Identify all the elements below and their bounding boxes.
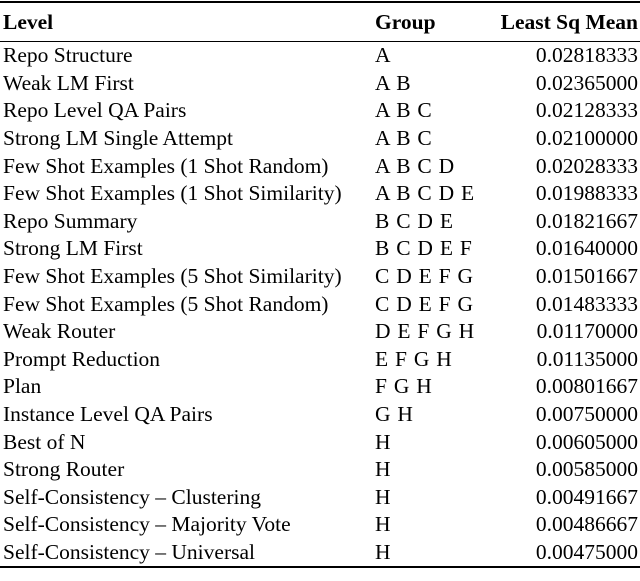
table-row: Repo Structure A 0.02818333: [0, 42, 640, 70]
table-row: Few Shot Examples (1 Shot Random) A B C …: [0, 152, 640, 180]
table-row: Prompt Reduction E F G H 0.01135000: [0, 346, 640, 374]
cell-least-sq-mean: 0.01483333: [535, 291, 638, 316]
cell-group: F G H: [375, 374, 432, 399]
cell-group: H: [375, 457, 391, 482]
cell-level: Instance Level QA Pairs: [3, 402, 213, 427]
cell-least-sq-mean: 0.02818333: [535, 43, 638, 68]
header-row: Level Group Least Sq Mean: [0, 2, 640, 42]
cell-least-sq-mean: 0.01821667: [535, 208, 638, 233]
table-row: Weak LM First A B 0.02365000: [0, 70, 640, 98]
table-row: Self-Consistency – Clustering H 0.004916…: [0, 484, 640, 512]
paper-table-figure: Level Group Least Sq Mean Repo Structure…: [0, 1, 640, 569]
header-group: Group: [375, 9, 436, 34]
table-row: Strong LM Single Attempt A B C 0.0210000…: [0, 125, 640, 153]
table-row: Repo Level QA Pairs A B C 0.02128333: [0, 97, 640, 125]
cell-least-sq-mean: 0.02365000: [535, 70, 638, 95]
cell-group: E F G H: [375, 346, 452, 371]
table-row: Weak Router D E F G H 0.01170000: [0, 318, 640, 346]
table-row: Strong LM First B C D E F 0.01640000: [0, 235, 640, 263]
cell-least-sq-mean: 0.01135000: [536, 346, 638, 371]
cell-least-sq-mean: 0.01170000: [536, 319, 638, 344]
table-body: Repo Structure A 0.02818333 Weak LM Firs…: [0, 42, 640, 568]
cell-level: Few Shot Examples (5 Shot Similarity): [3, 264, 342, 289]
cell-group: A B: [375, 70, 411, 95]
cell-level: Repo Level QA Pairs: [3, 98, 187, 123]
cell-least-sq-mean: 0.01501667: [535, 264, 638, 289]
cell-level: Prompt Reduction: [3, 346, 161, 371]
table-row: Few Shot Examples (5 Shot Similarity) C …: [0, 263, 640, 291]
cell-group: C D E F G: [375, 291, 473, 316]
cell-group: A B C: [375, 98, 432, 123]
cell-group: A: [375, 43, 391, 68]
cell-group: A B C: [375, 126, 432, 151]
cell-group: A B C D: [375, 153, 455, 178]
cell-level: Few Shot Examples (1 Shot Similarity): [3, 181, 342, 206]
cell-group: H: [375, 429, 391, 454]
cell-least-sq-mean: 0.00605000: [535, 429, 638, 454]
cell-least-sq-mean: 0.00475000: [535, 539, 638, 564]
cell-level: Self-Consistency – Clustering: [3, 484, 261, 509]
cell-group: B C D E F: [375, 236, 472, 261]
cell-level: Few Shot Examples (5 Shot Random): [3, 291, 329, 316]
cell-level: Weak LM First: [3, 70, 134, 95]
cell-level: Strong LM First: [3, 236, 143, 261]
header-least-sq-mean: Least Sq Mean: [500, 9, 638, 34]
cell-group: H: [375, 539, 391, 564]
cell-level: Few Shot Examples (1 Shot Random): [3, 153, 329, 178]
cell-least-sq-mean: 0.00491667: [535, 484, 638, 509]
header-level: Level: [3, 9, 54, 34]
cell-level: Self-Consistency – Majority Vote: [3, 512, 291, 537]
cell-level: Repo Structure: [3, 43, 133, 68]
table-row: Instance Level QA Pairs G H 0.00750000: [0, 401, 640, 429]
least-sq-mean-table: Level Group Least Sq Mean Repo Structure…: [0, 1, 640, 569]
cell-group: H: [375, 484, 391, 509]
table-row: Self-Consistency – Universal H 0.0047500…: [0, 539, 640, 568]
cell-least-sq-mean: 0.00750000: [535, 402, 638, 427]
cell-least-sq-mean: 0.00585000: [535, 457, 638, 482]
table-row: Best of N H 0.00605000: [0, 428, 640, 456]
cell-group: G H: [375, 402, 413, 427]
cell-group: H: [375, 512, 391, 537]
cell-least-sq-mean: 0.01988333: [535, 181, 638, 206]
cell-level: Strong LM Single Attempt: [3, 126, 233, 151]
cell-level: Self-Consistency – Universal: [3, 539, 255, 564]
cell-level: Weak Router: [3, 319, 116, 344]
table-row: Repo Summary B C D E 0.01821667: [0, 208, 640, 236]
cell-level: Repo Summary: [3, 208, 138, 233]
table-row: Self-Consistency – Majority Vote H 0.004…: [0, 511, 640, 539]
cell-least-sq-mean: 0.00486667: [535, 512, 638, 537]
cell-level: Plan: [3, 374, 42, 399]
table-row: Strong Router H 0.00585000: [0, 456, 640, 484]
table-row: Few Shot Examples (5 Shot Random) C D E …: [0, 290, 640, 318]
cell-level: Strong Router: [3, 457, 125, 482]
cell-group: A B C D E: [375, 181, 475, 206]
cell-least-sq-mean: 0.01640000: [535, 236, 638, 261]
table-row: Few Shot Examples (1 Shot Similarity) A …: [0, 180, 640, 208]
cell-level: Best of N: [3, 429, 86, 454]
cell-least-sq-mean: 0.02100000: [535, 126, 638, 151]
cell-least-sq-mean: 0.00801667: [535, 374, 638, 399]
cell-least-sq-mean: 0.02028333: [535, 153, 638, 178]
cell-group: D E F G H: [375, 319, 475, 344]
table-header: Level Group Least Sq Mean: [0, 2, 640, 42]
cell-group: C D E F G: [375, 264, 473, 289]
cell-least-sq-mean: 0.02128333: [535, 98, 638, 123]
cell-group: B C D E: [375, 208, 453, 233]
table-row: Plan F G H 0.00801667: [0, 373, 640, 401]
